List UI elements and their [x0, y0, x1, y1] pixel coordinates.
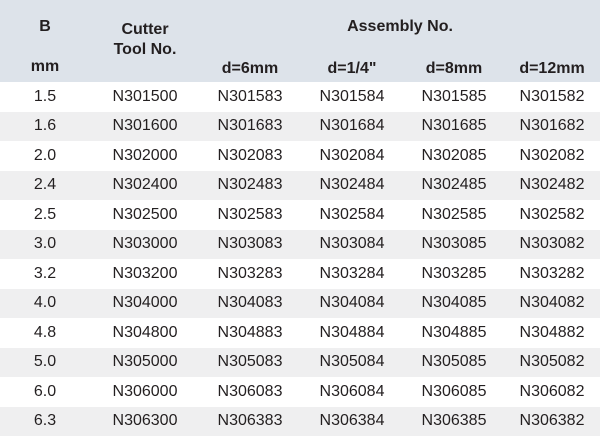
assembly-column-header: d=12mm [519, 60, 585, 77]
header-row: B mm Cutter Tool No. Assembly No. d=6mm d… [0, 0, 600, 82]
b-size-cell: 3.0 [33, 235, 57, 253]
assembly-column-header: d=6mm [221, 60, 279, 77]
assembly-cell: N303082 [519, 235, 585, 253]
cutter-tool-cell: N305000 [112, 353, 178, 371]
assembly-cell: N301582 [519, 87, 585, 105]
b-size-cell: 5.0 [33, 353, 57, 371]
cutter-tool-cell: N303200 [112, 264, 178, 282]
assembly-cell: N306082 [519, 382, 585, 400]
assembly-cell: N306084 [319, 382, 385, 400]
assembly-cell: N301583 [217, 87, 283, 105]
assembly-cell: N303283 [217, 264, 283, 282]
assembly-cell: N302483 [217, 176, 283, 194]
table-row: 4.0 N304000 N304083 N304084 N304085 N304082 [0, 288, 600, 318]
assembly-cell: N302482 [519, 176, 585, 194]
assembly-cell: N305083 [217, 353, 283, 371]
b-size-cell: 2.5 [33, 205, 57, 223]
assembly-cell: N303285 [421, 264, 487, 282]
assembly-cell: N302582 [519, 205, 585, 223]
assembly-cell: N303284 [319, 264, 385, 282]
assembly-cell: N301683 [217, 117, 283, 135]
assembly-cell: N304883 [217, 323, 283, 341]
assembly-cell: N301585 [421, 87, 487, 105]
b-size-cell: 2.4 [33, 176, 57, 194]
cutter-label: Cutter Tool No. [113, 21, 177, 58]
cutter-tool-cell: N302000 [112, 146, 178, 164]
assembly-cell: N301684 [319, 117, 385, 135]
assembly-cell: N301584 [319, 87, 385, 105]
assembly-cell: N301682 [519, 117, 585, 135]
assembly-cell: N306382 [519, 412, 585, 430]
assembly-cell: N302584 [319, 205, 385, 223]
assembly-label: Assembly No. [347, 18, 453, 35]
b-size-cell: 4.0 [33, 294, 57, 312]
assembly-cell: N304085 [421, 294, 487, 312]
assembly-cell: N305085 [421, 353, 487, 371]
b-size-cell: 6.0 [33, 382, 57, 400]
assembly-cell: N305082 [519, 353, 585, 371]
cutter-tool-cell: N302400 [112, 176, 178, 194]
table-row: 6.0 N306000 N306083 N306084 N306085 N306082 [0, 377, 600, 407]
cutter-tool-cell: N301600 [112, 117, 178, 135]
table-row: 1.5 N301500 N301583 N301584 N301585 N301582 [0, 82, 600, 112]
b-size-cell: 6.3 [33, 412, 57, 430]
assembly-cell: N305084 [319, 353, 385, 371]
cutter-tool-cell: N304800 [112, 323, 178, 341]
cutter-tool-cell: N306000 [112, 382, 178, 400]
assembly-cell: N304084 [319, 294, 385, 312]
assembly-cell: N302084 [319, 146, 385, 164]
b-size-cell: 3.2 [33, 264, 57, 282]
assembly-cell: N304885 [421, 323, 487, 341]
assembly-cell: N302083 [217, 146, 283, 164]
b-label: B [39, 18, 51, 35]
header-cutter: Cutter Tool No. [90, 0, 200, 82]
assembly-cell: N301685 [421, 117, 487, 135]
assembly-column-header: d=1/4" [327, 60, 377, 77]
b-size-cell: 1.5 [33, 87, 57, 105]
assembly-cell: N302585 [421, 205, 487, 223]
assembly-cell: N302085 [421, 146, 487, 164]
b-size-cell: 4.8 [33, 323, 57, 341]
assembly-cell: N303083 [217, 235, 283, 253]
cutter-tool-cell: N302500 [112, 205, 178, 223]
table-row: 3.2 N303200 N303283 N303284 N303285 N303282 [0, 259, 600, 289]
cutter-tool-cell: N303000 [112, 235, 178, 253]
table-row: 2.4 N302400 N302483 N302484 N302485 N302482 [0, 170, 600, 200]
assembly-cell: N302484 [319, 176, 385, 194]
assembly-cell: N304882 [519, 323, 585, 341]
b-size-cell: 2.0 [33, 146, 57, 164]
assembly-column-header: d=8mm [425, 60, 483, 77]
b-unit: mm [30, 58, 60, 75]
table-row: 6.3 N306300 N306383 N306384 N306385 N306382 [0, 406, 600, 436]
assembly-cell: N302082 [519, 146, 585, 164]
header-assembly: Assembly No. d=6mm d=1/4" d=8mm d=12mm [200, 0, 600, 82]
table-row: 5.0 N305000 N305083 N305084 N305085 N305082 [0, 347, 600, 377]
assembly-cell: N304884 [319, 323, 385, 341]
assembly-cell: N306083 [217, 382, 283, 400]
assembly-cell: N306085 [421, 382, 487, 400]
assembly-cell: N303282 [519, 264, 585, 282]
assembly-cell: N303085 [421, 235, 487, 253]
table-row: 2.0 N302000 N302083 N302084 N302085 N302082 [0, 141, 600, 171]
assembly-cell: N306383 [217, 412, 283, 430]
assembly-cell: N302485 [421, 176, 487, 194]
table-row: 3.0 N303000 N303083 N303084 N303085 N303082 [0, 229, 600, 259]
assembly-cell: N303084 [319, 235, 385, 253]
header-b: B mm [0, 0, 90, 82]
cutter-tool-cell: N304000 [112, 294, 178, 312]
assembly-cell: N302583 [217, 205, 283, 223]
assembly-cell: N304082 [519, 294, 585, 312]
assembly-cell: N304083 [217, 294, 283, 312]
b-size-cell: 1.6 [33, 117, 57, 135]
assembly-cell: N306384 [319, 412, 385, 430]
assembly-cell: N306385 [421, 412, 487, 430]
table-row: 2.5 N302500 N302583 N302584 N302585 N302582 [0, 200, 600, 230]
cutter-tool-cell: N306300 [112, 412, 178, 430]
table-row: 4.8 N304800 N304883 N304884 N304885 N304882 [0, 318, 600, 348]
table-row: 1.6 N301600 N301683 N301684 N301685 N301682 [0, 111, 600, 141]
cutter-tool-cell: N301500 [112, 87, 178, 105]
